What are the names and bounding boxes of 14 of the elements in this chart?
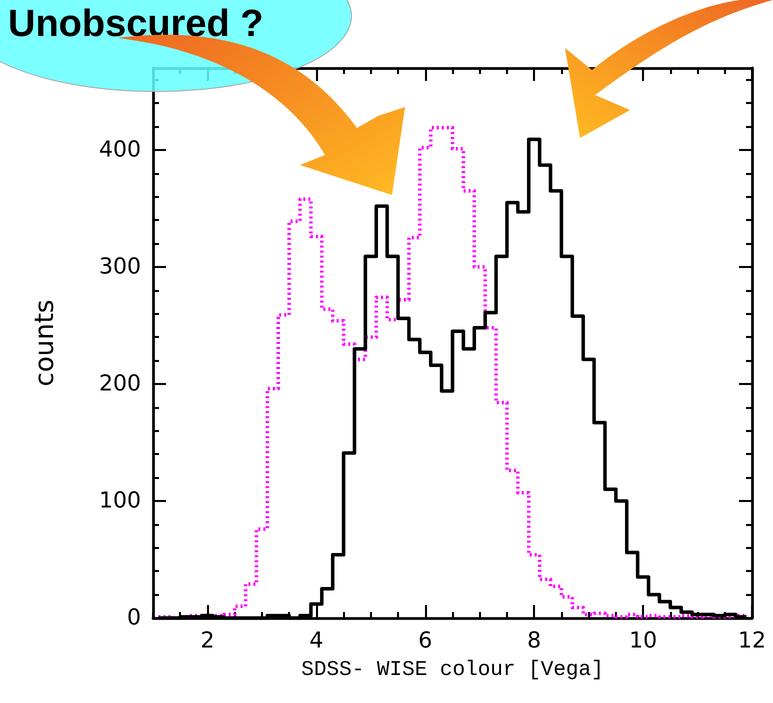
x-tick-label: 2	[200, 628, 214, 654]
x-tick-label: 6	[418, 628, 432, 654]
x-tick-label: 12	[738, 628, 766, 654]
y-axis-title: counts	[30, 300, 60, 386]
y-tick-label: 300	[99, 254, 141, 280]
x-tick-label: 10	[629, 628, 658, 654]
x-tick-label: 8	[527, 628, 542, 654]
x-axis-title: SDSS- WISE colour [Vega]	[301, 659, 604, 682]
y-tick-label: 0	[127, 606, 141, 630]
y-tick-label: 100	[99, 488, 141, 514]
text: Unobscured ?	[8, 3, 264, 46]
y-tick-label: 200	[99, 371, 141, 396]
y-tick-label: 400	[99, 137, 141, 162]
x-tick-label: 4	[309, 628, 324, 654]
